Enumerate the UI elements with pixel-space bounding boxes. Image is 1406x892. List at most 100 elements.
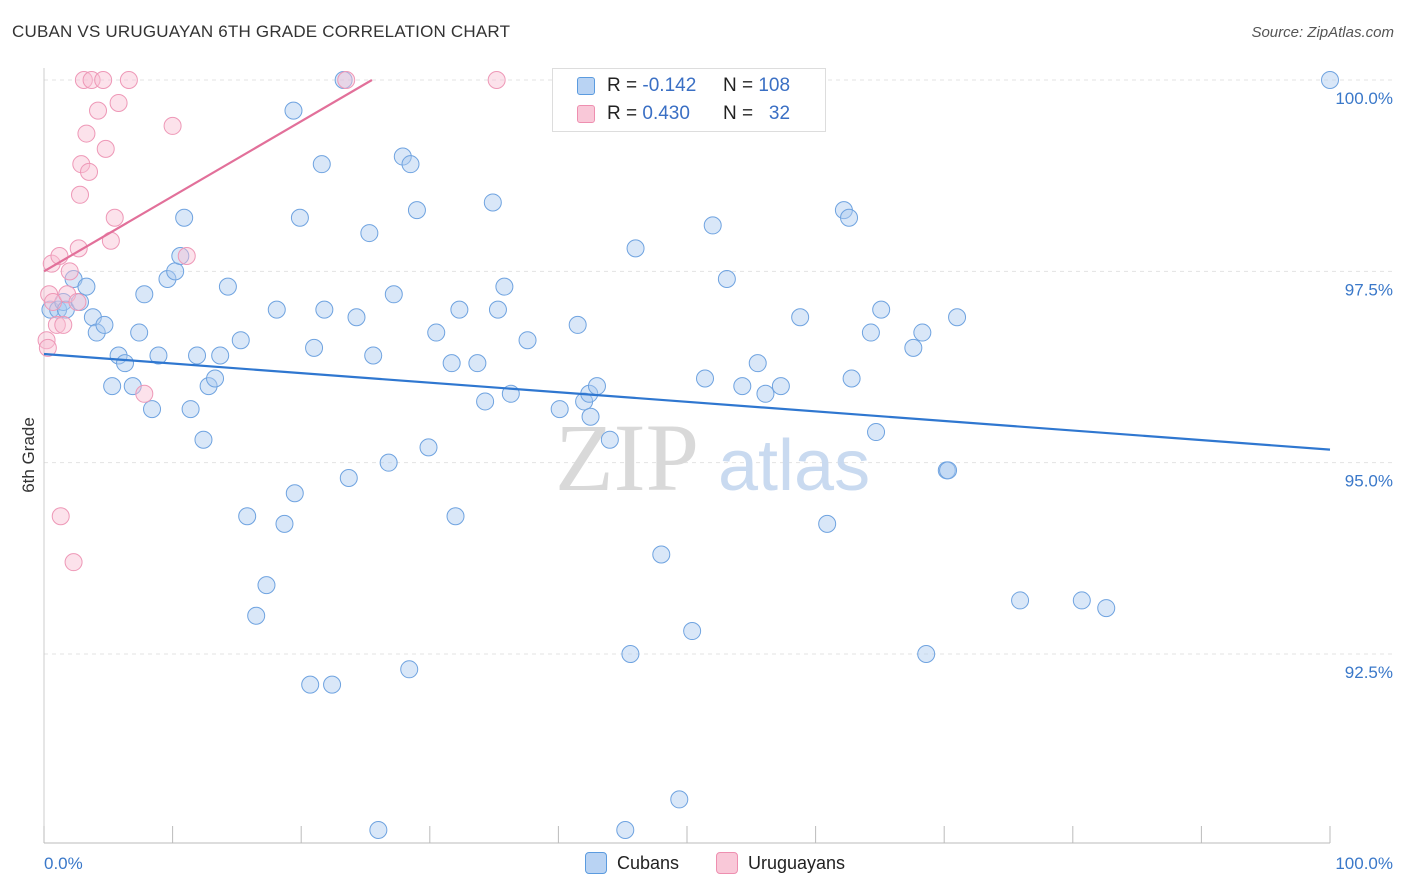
uruguayans-swatch — [577, 105, 595, 123]
uruguayans-point — [80, 162, 99, 181]
cubans-point — [1097, 599, 1116, 618]
y-tick-label: 95.0% — [1345, 472, 1393, 491]
cubans-point — [305, 338, 324, 357]
uruguayans-point — [72, 155, 91, 174]
cubans-point — [218, 277, 237, 296]
cubans-point — [748, 354, 767, 373]
uruguayans-point — [94, 71, 113, 89]
cubans-point — [939, 461, 958, 480]
uruguayans-point — [337, 71, 356, 89]
cubans-point — [703, 216, 722, 235]
cubans-point — [867, 423, 886, 442]
cubans-point — [917, 645, 936, 663]
cubans-point — [143, 400, 162, 419]
x-tick-marks — [43, 826, 1331, 843]
cubans-point — [446, 507, 465, 526]
cubans-point — [400, 660, 419, 679]
r-value: 0.430 — [642, 103, 690, 124]
legend-row-cubans: R = -0.142 N = 108 — [577, 73, 790, 99]
uruguayans-point — [37, 331, 56, 350]
cubans-point — [1011, 591, 1030, 610]
x-tick-label-min: 0.0% — [44, 854, 83, 873]
cubans-point — [171, 247, 190, 266]
uruguayans-point — [60, 262, 79, 281]
y-tick-label: 92.5% — [1345, 663, 1393, 682]
cubans-point — [257, 576, 276, 595]
cubans-point — [717, 269, 736, 288]
cubans-point — [95, 315, 114, 334]
cubans-point — [948, 308, 967, 327]
legend-item-uruguayans: Uruguayans — [716, 852, 845, 874]
cubans-point — [476, 392, 495, 411]
uruguayans-point — [68, 292, 87, 311]
n-value: 32 — [768, 103, 791, 124]
cubans-legend-label: Cubans — [617, 852, 680, 873]
cubans-point — [312, 155, 331, 174]
cubans-point — [818, 514, 837, 533]
cubans-point — [360, 224, 379, 243]
y-tick-label: 97.5% — [1345, 280, 1393, 299]
cubans-point — [696, 369, 715, 388]
cubans-point — [616, 821, 635, 840]
cubans-point — [652, 545, 671, 564]
cubans-point — [369, 821, 388, 840]
watermark-zip: ZIP — [555, 404, 699, 511]
cubans-point — [756, 384, 775, 403]
cubans-point — [315, 300, 334, 319]
cubans-point — [211, 346, 230, 365]
cubans-trend-line — [43, 352, 1331, 451]
cubans-point — [130, 323, 149, 342]
cubans-point — [488, 300, 507, 319]
n-label: N = — [722, 103, 754, 124]
cubans-point — [194, 430, 213, 449]
uruguayans-point — [77, 124, 96, 143]
cubans-point — [495, 277, 514, 296]
cubans-point — [267, 300, 286, 319]
cubans-point — [284, 101, 303, 120]
cubans-point — [468, 354, 487, 373]
uruguayans-point — [64, 553, 83, 572]
uruguayans-point — [163, 116, 182, 135]
series-legend: Cubans Uruguayans — [0, 852, 1406, 878]
cubans-point — [188, 346, 207, 365]
cubans-point — [621, 645, 640, 663]
cubans-point — [407, 201, 426, 220]
r-label: R = — [607, 75, 638, 96]
cubans-point — [135, 285, 154, 304]
uruguayans-point — [89, 101, 108, 120]
uruguayans-point — [105, 208, 124, 227]
y-tick-label: 100.0% — [1335, 89, 1393, 108]
uruguayans-point — [44, 292, 63, 311]
cubans-point — [103, 377, 122, 396]
uruguayans-point — [42, 254, 61, 273]
cubans-point — [733, 377, 752, 396]
cubans-point — [77, 277, 96, 296]
gridlines — [44, 79, 1392, 655]
cubans-point — [840, 208, 859, 227]
cubans-legend-swatch — [585, 852, 607, 874]
n-label: N = — [722, 75, 754, 96]
cubans-point — [199, 377, 218, 396]
x-tick-label-max: 100.0% — [1335, 854, 1393, 873]
cubans-point — [568, 315, 587, 334]
cubans-point — [1072, 591, 1091, 610]
uruguayans-point — [54, 315, 73, 334]
cubans-point — [626, 239, 645, 258]
uruguayans-legend-swatch — [716, 852, 738, 874]
cubans-point — [670, 790, 689, 809]
cubans-point — [364, 346, 383, 365]
r-label: R = — [607, 103, 638, 124]
cubans-point — [158, 269, 177, 288]
cubans-point — [683, 622, 702, 641]
cubans-point — [581, 407, 600, 426]
uruguayans-point — [109, 93, 128, 112]
cubans-point — [427, 323, 446, 342]
cubans-point — [771, 377, 790, 396]
uruguayans-point — [71, 185, 90, 204]
cubans-point — [206, 369, 225, 388]
uruguayans-point — [51, 507, 70, 526]
stats-legend: R = -0.142 N = 108 R = 0.430 N = 32 — [552, 68, 826, 132]
cubans-point — [301, 675, 320, 694]
r-value: -0.142 — [642, 75, 697, 96]
